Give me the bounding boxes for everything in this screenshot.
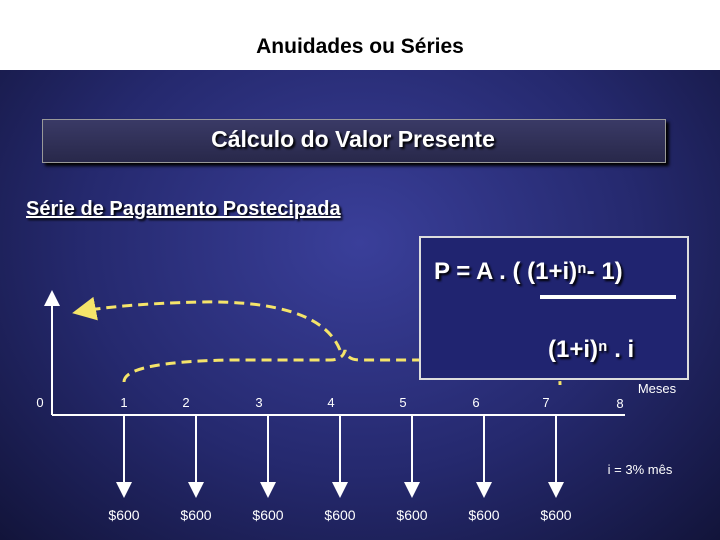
- payment-label: $600: [540, 507, 572, 523]
- fraction-bar: [540, 295, 676, 299]
- subtitle: Série de Pagamento Postecipada: [26, 198, 341, 220]
- payment-label: $600: [180, 507, 212, 523]
- payment-label: $600: [396, 507, 428, 523]
- payment-arrows: [116, 415, 564, 498]
- period-label: 0: [36, 395, 44, 410]
- period-label: 2: [182, 395, 190, 410]
- unit-label: Meses: [637, 381, 677, 396]
- period-label: 5: [399, 395, 407, 410]
- box: [42, 119, 666, 163]
- discount-arrow: [72, 296, 342, 351]
- payment-label: $600: [108, 507, 140, 523]
- box-title: Cálculo do Valor Presente: [211, 126, 495, 152]
- period-label: 6: [472, 395, 480, 410]
- period-label: 1: [120, 395, 128, 410]
- payment-label: $600: [252, 507, 284, 523]
- payment-label: $600: [324, 507, 356, 523]
- period-label: 7: [542, 395, 550, 410]
- formula-box: [419, 236, 689, 380]
- formula-numerator: P = A . ( (1+i)ⁿ- 1): [434, 258, 623, 285]
- payment-label: $600: [468, 507, 500, 523]
- period-label: 3: [255, 395, 263, 410]
- period-label: 8: [616, 396, 624, 411]
- title: Anuidades ou Séries: [0, 34, 720, 70]
- rate-label: i = 3% mês: [607, 462, 673, 477]
- period-label: 4: [327, 395, 335, 410]
- formula-denominator: (1+i)ⁿ . i: [548, 336, 635, 363]
